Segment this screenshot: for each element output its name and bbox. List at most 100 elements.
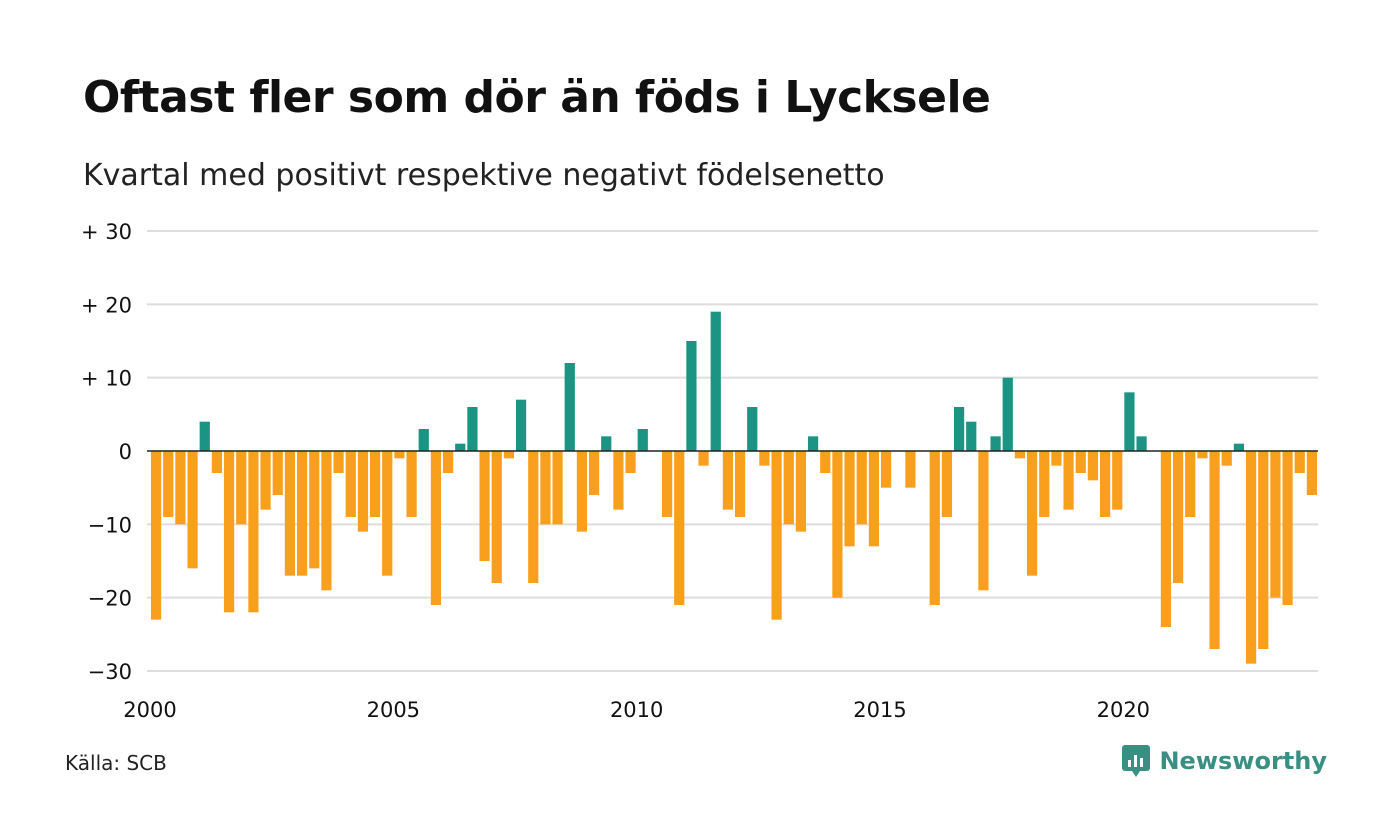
bar-negative <box>175 451 186 525</box>
newsworthy-logo-icon <box>1122 745 1151 777</box>
x-tick-label: 2010 <box>610 698 663 722</box>
bar-chart: + 30 + 20 + 10 0 −10 −20 −30 2000 2005 2010 2015 20… <box>81 220 1318 722</box>
bar-negative <box>1245 451 1257 664</box>
bar-negative <box>187 451 198 569</box>
bar-negative <box>795 451 807 532</box>
x-tick-label: 2020 <box>1097 698 1150 722</box>
bar-negative <box>1294 451 1305 473</box>
bar-positive <box>686 341 697 451</box>
chart-subtitle: Kvartal med positivt respektive negativt… <box>83 158 885 193</box>
bar-positive <box>515 399 527 451</box>
bar-positive <box>418 429 429 451</box>
x-tick-label: 2005 <box>367 698 420 722</box>
bar-negative <box>369 451 381 517</box>
bar-negative <box>1039 451 1050 517</box>
bar-positive <box>966 421 977 451</box>
bar-negative <box>1197 451 1208 459</box>
bar-negative <box>1185 451 1196 517</box>
bar-negative <box>309 451 320 569</box>
bar-negative <box>1112 451 1123 510</box>
bar-negative <box>382 451 393 576</box>
bar-negative <box>1306 451 1318 495</box>
x-tick-label: 2000 <box>123 698 176 722</box>
bar-positive <box>1233 443 1245 451</box>
bar-negative <box>345 451 356 517</box>
bar-negative <box>625 451 636 473</box>
bar-negative <box>503 451 515 459</box>
bar-positive <box>1124 392 1135 451</box>
bar-negative <box>844 451 855 547</box>
x-tick-label: 2015 <box>853 698 906 722</box>
bar-negative <box>1160 451 1172 627</box>
bar-negative <box>357 451 369 532</box>
bar-negative <box>734 451 746 517</box>
bar-negative <box>576 451 588 532</box>
bar-negative <box>430 451 442 605</box>
bar-positive <box>467 407 478 451</box>
bar-negative <box>1270 451 1281 598</box>
source-note: Källa: SCB <box>65 751 167 775</box>
bar-negative <box>248 451 259 613</box>
bar-negative <box>771 451 782 620</box>
bar-negative <box>1063 451 1074 510</box>
bar-positive <box>637 429 648 451</box>
bar-negative <box>929 451 940 605</box>
bar-negative <box>783 451 794 525</box>
bar-negative <box>1026 451 1038 576</box>
bar-negative <box>698 451 709 466</box>
bar-negative <box>394 451 405 459</box>
bar-positive <box>807 436 819 451</box>
bar-negative <box>978 451 989 591</box>
bar-negative <box>1075 451 1086 473</box>
bar-negative <box>321 451 332 591</box>
y-tick-label: + 20 <box>81 293 132 317</box>
bar-negative <box>820 451 831 473</box>
bar-negative <box>284 451 296 576</box>
brand-name: Newsworthy <box>1159 747 1327 775</box>
y-tick-label: + 10 <box>81 367 132 391</box>
bar-positive <box>747 407 758 451</box>
bar-positive <box>455 443 466 451</box>
bar-positive <box>1136 436 1147 451</box>
bar-negative <box>880 451 892 488</box>
bar-negative <box>442 451 454 473</box>
bar-positive <box>564 363 575 451</box>
bar-negative <box>272 451 283 495</box>
bar-negative <box>1099 451 1111 517</box>
y-tick-label: −20 <box>88 587 132 611</box>
bar-negative <box>1087 451 1099 481</box>
bar-negative <box>1221 451 1232 466</box>
brand-logo: Newsworthy <box>1121 744 1327 778</box>
bar-negative <box>1258 451 1269 649</box>
bar-negative <box>491 451 502 583</box>
bar-negative <box>333 451 344 473</box>
bar-negative <box>1172 451 1184 583</box>
bar-negative <box>1014 451 1026 459</box>
bar-positive <box>601 436 612 451</box>
chart-title: Oftast fler som dör än föds i Lycksele <box>83 72 991 123</box>
bar-negative <box>613 451 624 510</box>
bar-negative <box>223 451 235 613</box>
bar-negative <box>674 451 685 605</box>
bar-negative <box>1051 451 1062 466</box>
bar-negative <box>479 451 490 561</box>
bar-negative <box>211 451 223 473</box>
bar-negative <box>163 451 174 517</box>
bar-negative <box>540 451 551 525</box>
y-tick-label: + 30 <box>81 220 132 244</box>
y-tick-label: 0 <box>119 440 132 464</box>
bar-negative <box>905 451 916 488</box>
bar-negative <box>722 451 734 510</box>
bar-positive <box>199 421 210 451</box>
bar-negative <box>406 451 417 517</box>
bar-negative <box>1282 451 1293 605</box>
bar-negative <box>296 451 308 576</box>
bar-negative <box>236 451 247 525</box>
bar-positive <box>710 311 721 451</box>
bar-negative <box>588 451 600 495</box>
bar-negative <box>941 451 953 517</box>
bar-negative <box>150 451 162 620</box>
bar-positive <box>953 407 965 451</box>
bar-positive <box>1002 377 1013 451</box>
bar-negative <box>260 451 271 510</box>
